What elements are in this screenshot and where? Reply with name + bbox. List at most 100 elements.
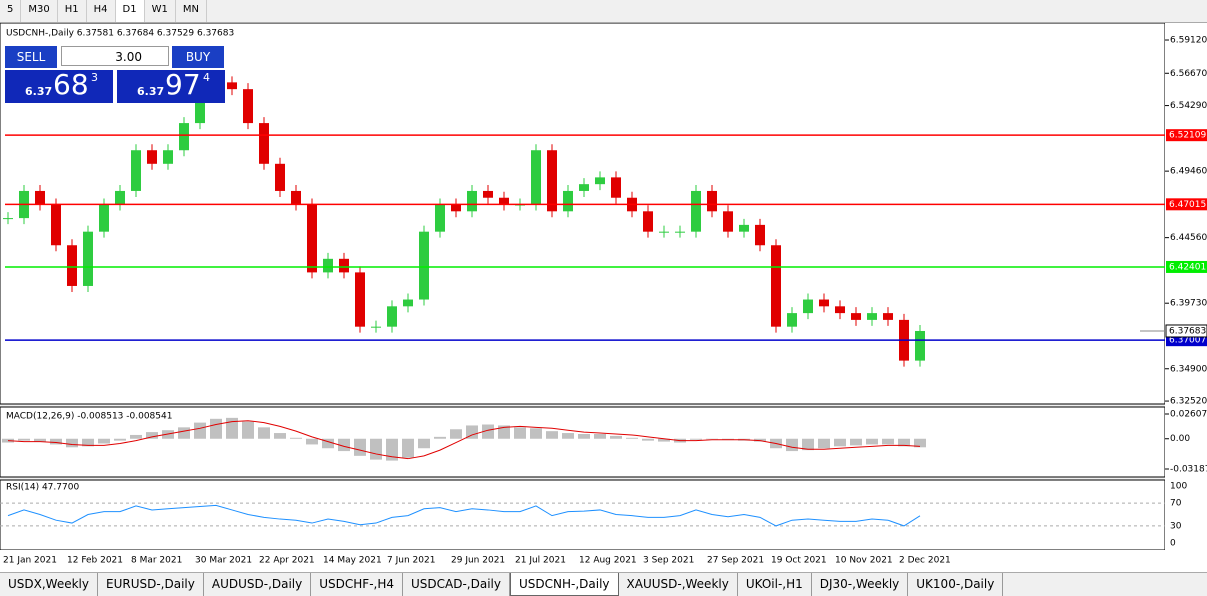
macd-bar bbox=[370, 438, 382, 460]
candle bbox=[643, 211, 653, 232]
chart-tab[interactable]: AUDUSD-,Daily bbox=[204, 573, 312, 596]
candle bbox=[499, 197, 509, 205]
macd-bar bbox=[226, 417, 238, 439]
sell-price[interactable]: 6.37 68 3 bbox=[5, 68, 113, 103]
macd-bar bbox=[402, 438, 414, 458]
timeframe-button[interactable]: H1 bbox=[58, 0, 87, 22]
chart-tab[interactable]: EURUSD-,Daily bbox=[98, 573, 204, 596]
rsi-axis-label: 0 bbox=[1170, 539, 1176, 549]
macd-bar bbox=[242, 421, 254, 439]
buy-button[interactable]: BUY bbox=[172, 46, 224, 68]
macd-bar bbox=[322, 438, 334, 449]
candle bbox=[3, 218, 13, 220]
macd-bar bbox=[882, 438, 894, 445]
date-label: 21 Jul 2021 bbox=[515, 556, 566, 566]
chart-tab[interactable]: DJ30-,Weekly bbox=[812, 573, 909, 596]
macd-bar bbox=[354, 438, 366, 456]
level-tag bbox=[1166, 198, 1207, 211]
candle bbox=[723, 211, 733, 232]
candle bbox=[707, 190, 717, 212]
macd-bar bbox=[498, 425, 510, 439]
macd-bar bbox=[418, 438, 430, 449]
date-label: 2 Dec 2021 bbox=[899, 556, 951, 566]
candle bbox=[451, 204, 461, 212]
timeframe-button[interactable]: MN bbox=[176, 0, 207, 22]
date-label: 22 Apr 2021 bbox=[259, 556, 315, 566]
timeframe-button[interactable]: D1 bbox=[115, 0, 145, 22]
macd-bar bbox=[114, 438, 126, 441]
current-tag bbox=[1165, 324, 1207, 338]
macd-bar bbox=[898, 438, 910, 447]
macd-bar bbox=[850, 438, 862, 446]
chart: USDCNH-,Daily 6.37581 6.37684 6.37529 6.… bbox=[0, 23, 1207, 572]
candle bbox=[435, 204, 445, 232]
rsi-axis-label: 30 bbox=[1170, 521, 1182, 531]
macd-bar bbox=[338, 438, 350, 452]
macd-bar bbox=[834, 438, 846, 447]
volume-input[interactable]: 3.00 bbox=[61, 46, 169, 66]
sell-button[interactable]: SELL bbox=[5, 46, 57, 68]
timeframe-button[interactable]: M30 bbox=[21, 0, 58, 22]
candle bbox=[915, 330, 925, 361]
candle bbox=[163, 150, 173, 164]
macd-axis-label: -0.031872 bbox=[1170, 465, 1207, 475]
candle bbox=[611, 177, 621, 198]
price-sup: 4 bbox=[203, 71, 210, 84]
macd-bar bbox=[546, 431, 558, 439]
macd-bar bbox=[658, 438, 670, 442]
candle bbox=[771, 245, 781, 327]
price-main: 97 bbox=[165, 68, 201, 101]
chart-tabs: USDX,Weekly EURUSD-,Daily AUDUSD-,Daily USD… bbox=[0, 572, 1207, 596]
candle bbox=[755, 224, 765, 246]
chart-tab[interactable]: UKOil-,H1 bbox=[738, 573, 812, 596]
chart-tab[interactable]: UK100-,Daily bbox=[908, 573, 1004, 596]
candle bbox=[579, 184, 589, 191]
macd-bar bbox=[642, 438, 654, 441]
macd-bar bbox=[578, 434, 590, 439]
buy-price[interactable]: 6.37 97 4 bbox=[117, 68, 225, 103]
chart-tab[interactable]: USDCNH-,Daily bbox=[509, 573, 619, 596]
date-label: 27 Sep 2021 bbox=[707, 556, 764, 566]
chart-tab[interactable]: USDX,Weekly bbox=[0, 573, 98, 596]
macd-bar bbox=[34, 438, 46, 442]
macd-bar bbox=[866, 438, 878, 445]
candle bbox=[467, 190, 477, 212]
macd-bar bbox=[610, 435, 622, 439]
price-label: 6.54290 bbox=[1170, 101, 1207, 111]
macd-bar bbox=[66, 438, 78, 448]
timeframe-button[interactable]: W1 bbox=[145, 0, 176, 22]
macd-bar bbox=[210, 418, 222, 439]
rsi-title: RSI(14) 47.7700 bbox=[6, 483, 79, 493]
rsi-axis-label: 100 bbox=[1170, 482, 1187, 492]
macd-axis-label: 0.00 bbox=[1170, 434, 1190, 444]
macd-bar bbox=[626, 437, 638, 439]
macd-bar bbox=[130, 434, 142, 439]
candle bbox=[147, 150, 157, 164]
chart-tab[interactable]: USDCHF-,H4 bbox=[311, 573, 403, 596]
chart-tab[interactable]: XAUUSD-,Weekly bbox=[619, 573, 738, 596]
price-label: 6.56670 bbox=[1170, 69, 1207, 79]
timeframe-button[interactable]: 5 bbox=[0, 0, 22, 22]
candle bbox=[275, 163, 285, 191]
date-label: 7 Jun 2021 bbox=[387, 556, 435, 566]
candle bbox=[99, 204, 109, 232]
macd-bar bbox=[434, 436, 446, 439]
price-big: 6.37 bbox=[137, 85, 165, 98]
macd-signal bbox=[7, 420, 921, 460]
rsi-pane bbox=[0, 479, 1166, 551]
price-label: 6.34900 bbox=[1170, 364, 1207, 374]
price-label: 6.39730 bbox=[1170, 299, 1207, 309]
candle bbox=[675, 231, 685, 233]
candle bbox=[115, 190, 125, 205]
candle bbox=[803, 299, 813, 314]
candle bbox=[51, 204, 61, 246]
candle bbox=[851, 313, 861, 320]
timeframe-button[interactable]: H4 bbox=[87, 0, 116, 22]
candle bbox=[883, 313, 893, 320]
price-label: 6.32520 bbox=[1170, 397, 1207, 407]
candle bbox=[867, 313, 877, 320]
candle bbox=[243, 89, 253, 124]
candle bbox=[563, 190, 573, 212]
chart-tab[interactable]: USDCAD-,Daily bbox=[403, 573, 510, 596]
candle bbox=[291, 190, 301, 205]
